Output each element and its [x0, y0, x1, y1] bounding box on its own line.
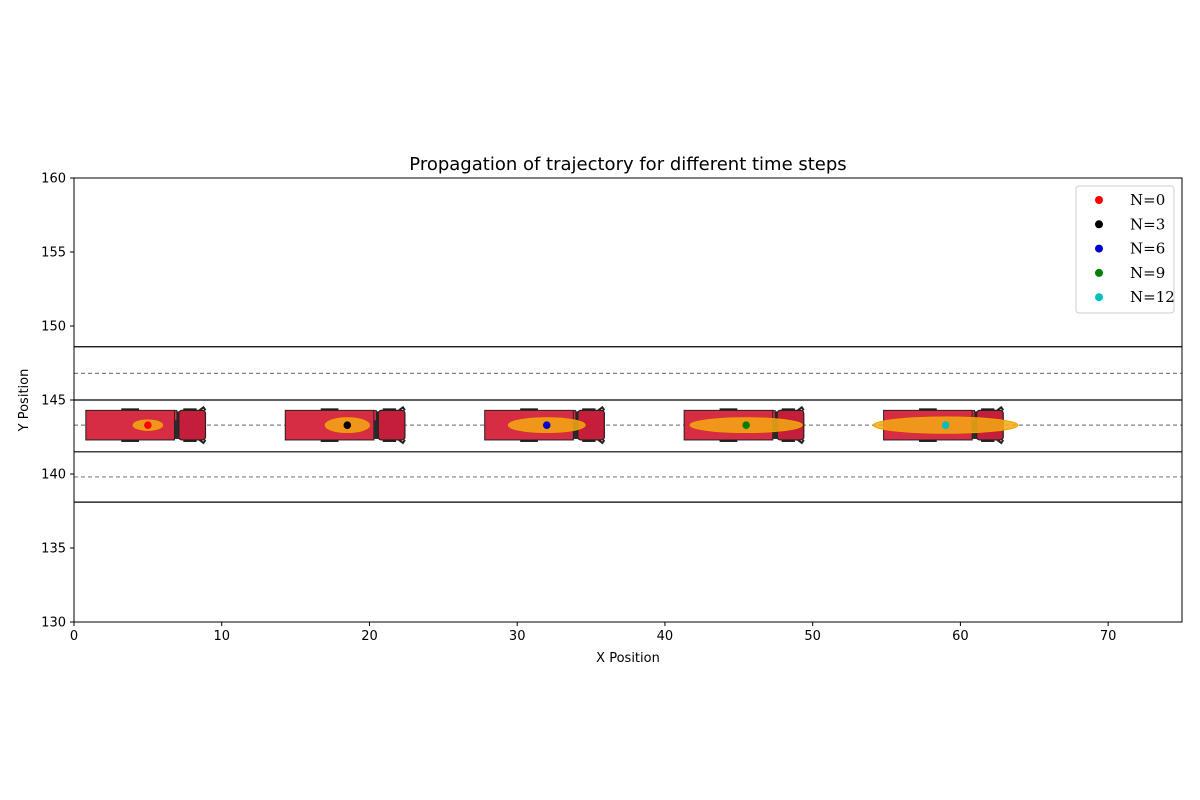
x-axis: 0 10 20 30 40 50 60 70 [70, 622, 1117, 644]
vehicle-n-9 [683, 405, 805, 445]
trajectory-point [144, 421, 152, 429]
legend-marker [1095, 244, 1103, 253]
y-axis: 130 135 140 145 150 155 160 [41, 172, 74, 631]
x-tick-label: 20 [361, 629, 378, 644]
legend-label: N=9 [1130, 264, 1165, 282]
truck-coupling [572, 409, 577, 422]
truck-coupling [174, 409, 178, 422]
legend-marker [1095, 220, 1103, 229]
vehicle-n-6 [484, 405, 606, 445]
trajectory-point [941, 421, 950, 429]
truck-mirror [797, 405, 805, 412]
x-tick-label: 40 [657, 629, 674, 644]
legend-marker [1095, 196, 1103, 204]
y-tick-label: 145 [41, 394, 66, 409]
y-tick-label: 140 [41, 468, 66, 483]
truck-mirror [797, 439, 805, 445]
truck-cab [178, 409, 207, 441]
x-tick-label: 10 [213, 629, 230, 644]
x-tick-label: 0 [70, 629, 78, 644]
y-tick-label: 130 [41, 616, 66, 631]
truck-mirror [597, 405, 606, 412]
y-tick-label: 160 [41, 172, 66, 187]
chart-title: Propagation of trajectory for different … [409, 154, 846, 175]
x-tick-label: 30 [509, 629, 526, 644]
truck-cab [377, 409, 406, 441]
legend-marker [1095, 268, 1103, 277]
truck-mirror [398, 405, 406, 412]
truck-mirror [198, 405, 207, 412]
truck-mirror [996, 439, 1005, 445]
trajectory-point [742, 421, 750, 429]
truck-coupling [373, 409, 377, 422]
plot-contents [74, 346, 1182, 503]
plot-area [73, 177, 1183, 623]
truck-mirror [996, 405, 1005, 412]
vehicle-n-12 [872, 405, 1019, 445]
legend-label: N=3 [1130, 215, 1165, 233]
x-axis-label: X Position [596, 651, 660, 666]
x-tick-label: 60 [952, 629, 969, 644]
y-axis-label: Y Position [17, 369, 32, 433]
trajectory-point [542, 421, 551, 429]
trajectory-point [343, 421, 352, 429]
truck-mirror [597, 439, 606, 445]
legend-label: N=6 [1130, 240, 1165, 258]
vehicle-n-3 [284, 405, 406, 445]
truck-hitch [373, 411, 379, 439]
truck-hitch [174, 411, 179, 439]
y-tick-label: 135 [41, 542, 66, 557]
legend: N=0 N=3 N=6 N=9 N=12 [1075, 185, 1175, 314]
legend-box [1075, 185, 1175, 314]
legend-label: N=0 [1130, 191, 1165, 209]
truck-mirror [198, 439, 207, 445]
legend-label: N=12 [1130, 288, 1175, 306]
y-tick-label: 150 [41, 320, 66, 335]
x-tick-label: 70 [1100, 629, 1117, 644]
x-tick-label: 50 [804, 629, 821, 644]
truck-mirror [398, 439, 406, 445]
legend-marker [1095, 293, 1103, 302]
y-tick-label: 155 [41, 246, 66, 261]
vehicle-n-0 [85, 405, 207, 445]
